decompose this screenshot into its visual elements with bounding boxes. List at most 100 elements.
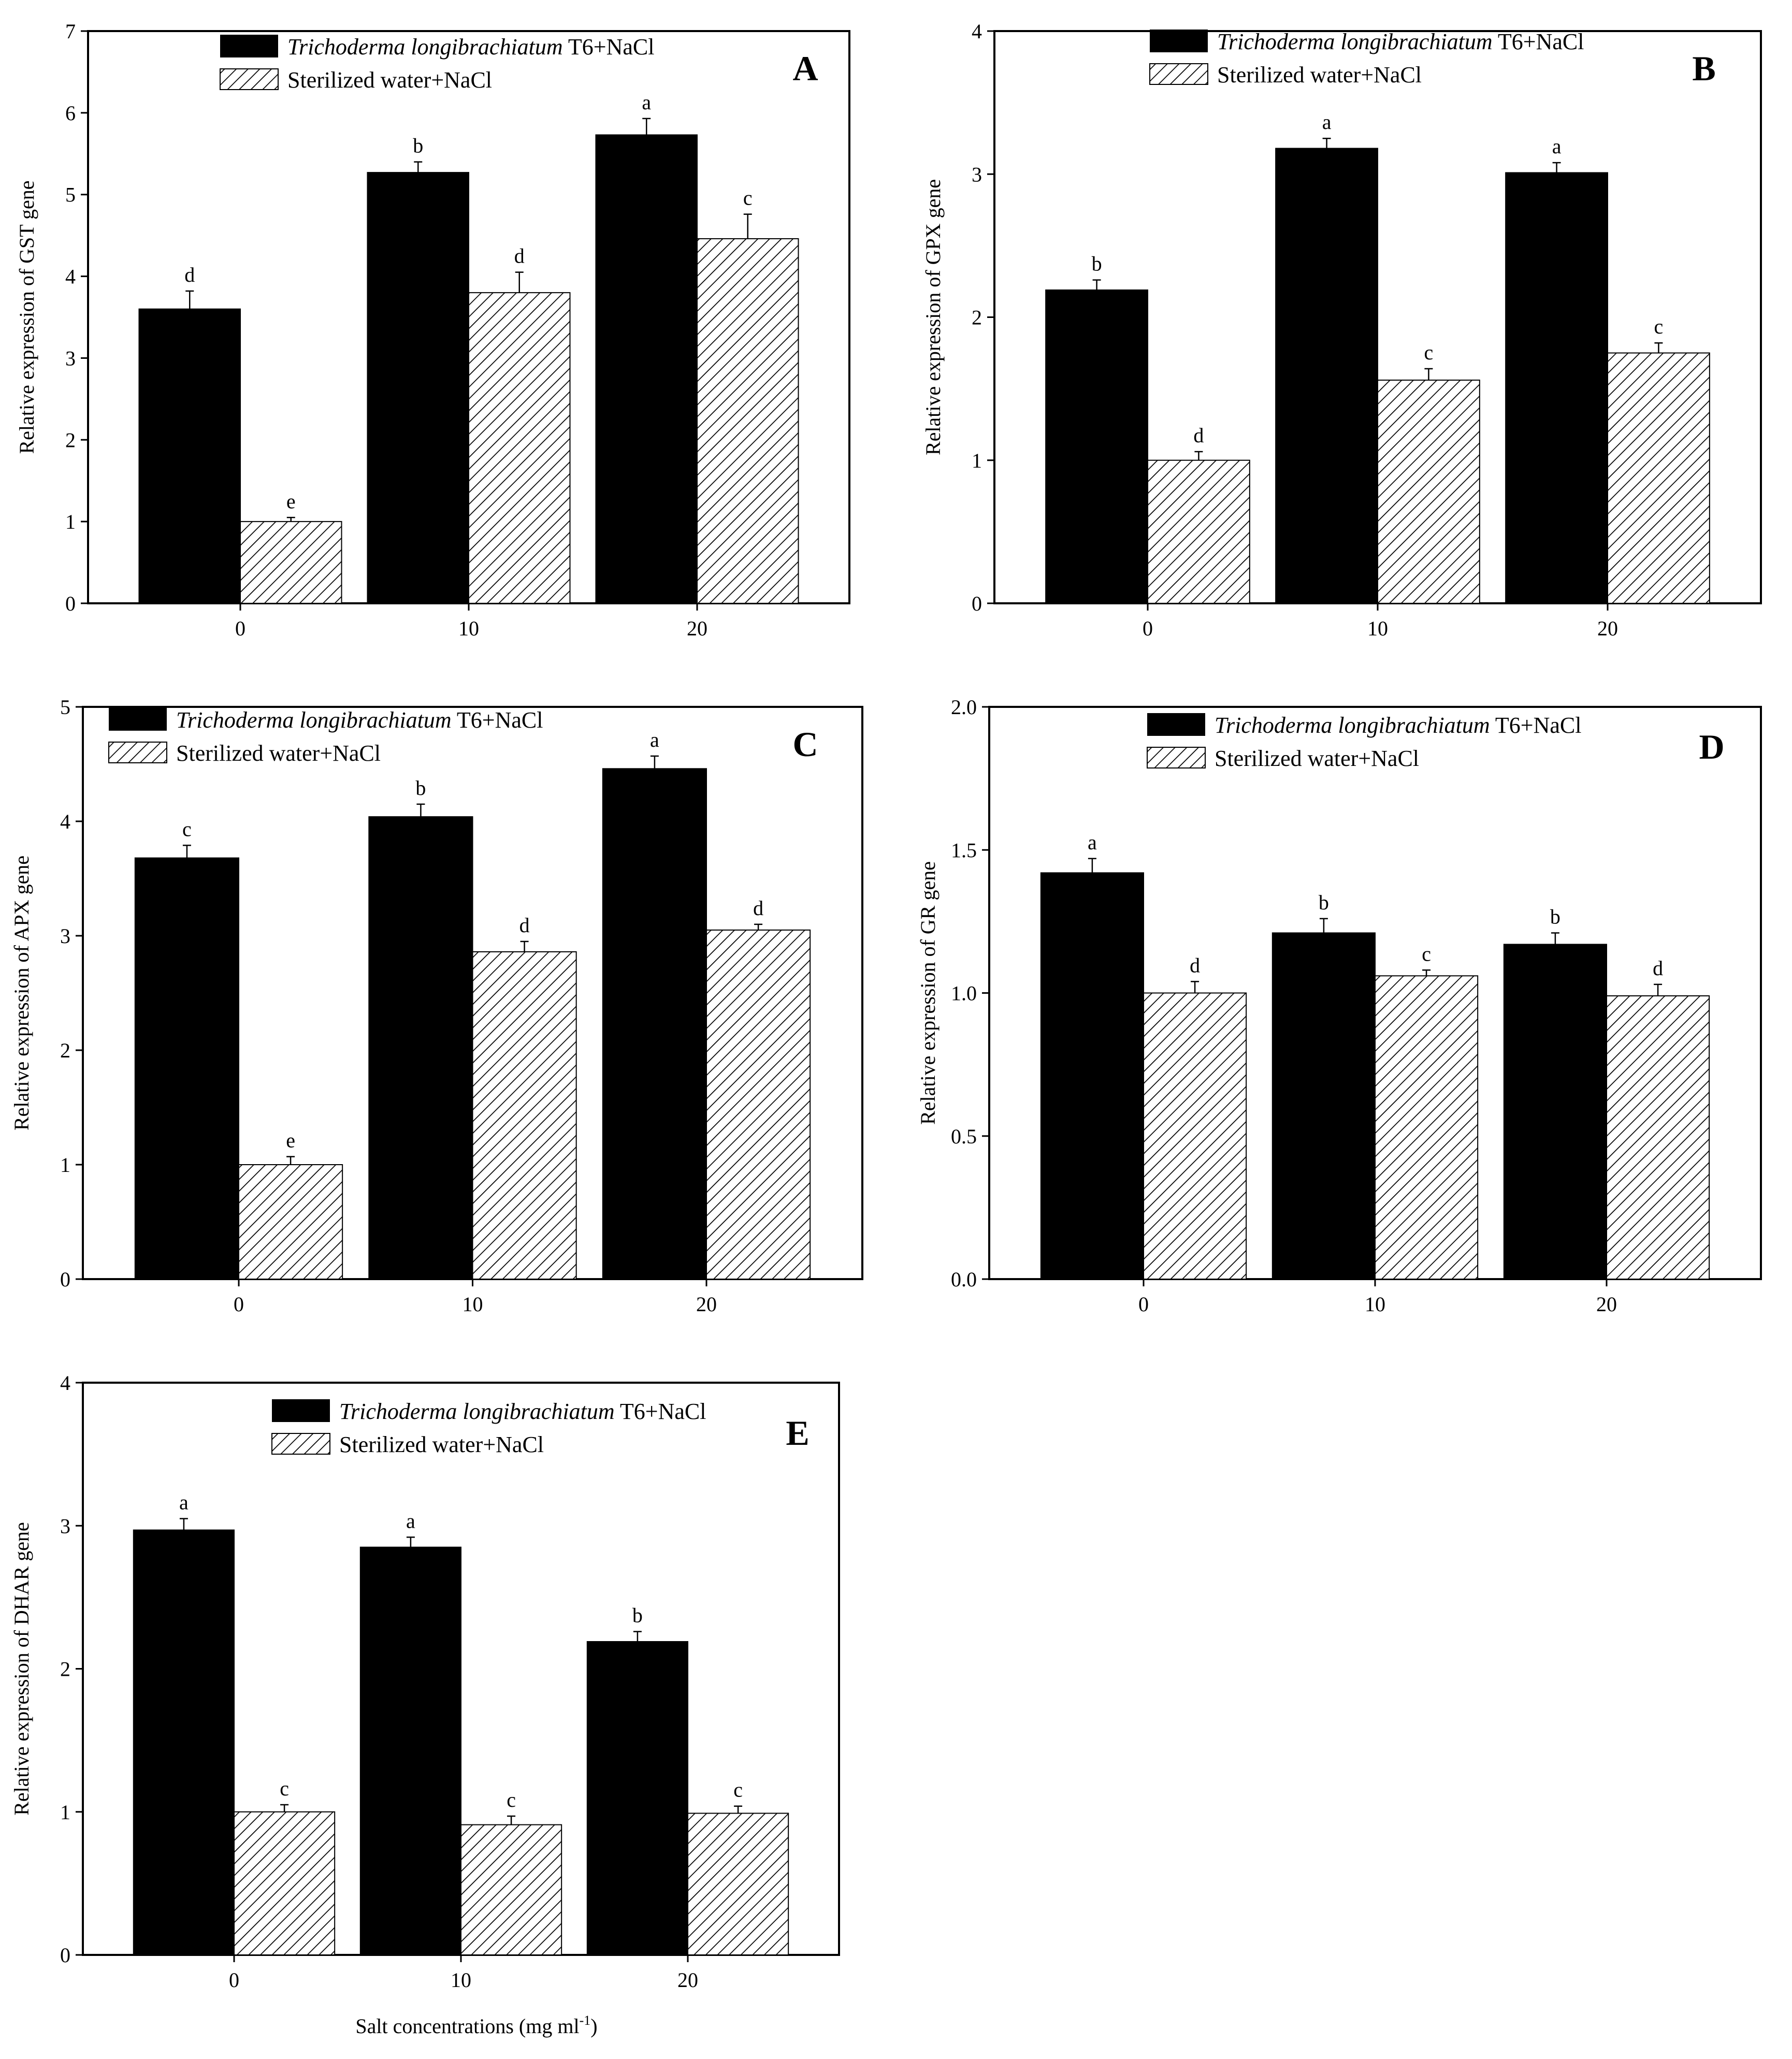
legend-label-sterilized-water: Sterilized water+NaCl (339, 1432, 544, 1457)
bar-sterilized-water (1143, 992, 1247, 1280)
chart-panels: 0 1 2 3 4 5 6 7 Relative expression of GST gene 0… (10, 20, 1762, 1992)
bar-sterilized-water (1147, 459, 1250, 604)
legend: Trichoderma longibrachiatum T6+NaCl Steri… (271, 1399, 706, 1457)
significance-letter: c (507, 1788, 516, 1811)
significance-letter: c (1424, 341, 1434, 364)
significance-letter: c (743, 186, 753, 210)
bar-trichoderma (1275, 148, 1378, 604)
x-tick-label: 20 (1597, 617, 1618, 640)
y-tick-label: 1 (60, 1153, 70, 1177)
bar-trichoderma (133, 1529, 235, 1956)
panel-letter: E (786, 1413, 809, 1453)
y-tick-label: 0 (65, 592, 76, 615)
significance-letter: b (1092, 252, 1102, 276)
bar-trichoderma (1040, 872, 1144, 1280)
bar-trichoderma (368, 816, 473, 1280)
legend: Trichoderma longibrachiatum T6+NaCl Steri… (220, 34, 654, 93)
y-tick-label: 7 (65, 20, 76, 43)
legend-label-trichoderma: Trichoderma longibrachiatum T6+NaCl (1215, 713, 1581, 738)
x-axis-title: Salt concentrations (mg ml-1) (355, 2013, 597, 2038)
bar-sterilized-water (1606, 995, 1710, 1280)
panel-letter: C (792, 724, 818, 764)
x-tick-label: 10 (458, 617, 479, 640)
legend-label-sterilized-water: Sterilized water+NaCl (1215, 746, 1419, 771)
bar-trichoderma (367, 172, 469, 604)
legend-swatch-trichoderma (1147, 713, 1205, 736)
significance-letter: e (286, 489, 296, 513)
legend-label-trichoderma: Trichoderma longibrachiatum T6+NaCl (339, 1399, 706, 1424)
y-tick-label: 2 (60, 1039, 70, 1062)
bar-sterilized-water (1377, 380, 1480, 604)
bar-sterilized-water (238, 1164, 343, 1280)
y-tick-label: 2 (972, 306, 982, 329)
y-tick-label: 3 (972, 163, 982, 186)
x-tick-label: 0 (1143, 617, 1153, 640)
x-tick-label: 20 (677, 1968, 698, 1992)
significance-letter: b (632, 1604, 643, 1627)
y-tick-label: 4 (60, 1371, 70, 1395)
panel-letter: D (1699, 727, 1724, 766)
y-tick-label: 1 (972, 449, 982, 472)
bar-trichoderma (1505, 172, 1608, 604)
bar-sterilized-water (706, 929, 811, 1280)
bar-trichoderma (134, 857, 239, 1280)
y-tick-label: 2 (60, 1658, 70, 1681)
legend-swatch-sterilized-water (1149, 63, 1208, 85)
y-tick-label: 3 (60, 924, 70, 948)
significance-letter: a (1552, 135, 1562, 158)
x-tick-label: 20 (1596, 1293, 1617, 1316)
panel-letter: B (1692, 49, 1715, 88)
legend: Trichoderma longibrachiatum T6+NaCl Steri… (1147, 713, 1581, 771)
y-tick-label: 6 (65, 102, 76, 125)
y-tick-label: 0 (972, 592, 982, 615)
bar-trichoderma (595, 134, 698, 604)
significance-letter: c (182, 817, 192, 840)
significance-letter: d (514, 244, 525, 268)
significance-letter: c (1422, 942, 1431, 965)
x-tick-label: 20 (687, 617, 707, 640)
bar-sterilized-water (697, 238, 799, 604)
significance-letter: b (1550, 905, 1560, 928)
significance-letter: d (1190, 953, 1200, 977)
y-tick-label: 1.0 (951, 982, 977, 1005)
significance-letter: d (1653, 956, 1663, 980)
significance-letter: d (184, 263, 195, 286)
x-tick-label: 0 (1138, 1293, 1149, 1316)
y-axis-title: Relative expression of GST gene (15, 180, 38, 454)
y-axis-title: Relative expression of DHAR gene (10, 1522, 33, 1816)
bar-sterilized-water (468, 292, 571, 604)
significance-letter: b (413, 134, 423, 157)
significance-letter: a (179, 1490, 189, 1514)
significance-letter: a (406, 1509, 415, 1532)
x-tick-label: 0 (229, 1968, 239, 1992)
x-tick-label: 10 (1365, 1293, 1385, 1316)
y-tick-label: 0 (60, 1944, 70, 1967)
bar-trichoderma (138, 308, 241, 604)
x-tick-label: 0 (235, 617, 245, 640)
bar-trichoderma (1271, 932, 1376, 1280)
legend-label-trichoderma: Trichoderma longibrachiatum T6+NaCl (176, 707, 543, 733)
y-axis-title: Relative expression of GR gene (916, 861, 940, 1125)
bar-trichoderma (602, 768, 707, 1280)
y-tick-label: 4 (65, 265, 76, 288)
chart-panel-d: 0.0 0.5 1.0 1.5 2.0 Relative expression of GR… (916, 695, 1762, 1316)
legend-swatch-trichoderma (109, 708, 167, 731)
bar-sterilized-water (240, 521, 342, 604)
y-tick-label: 1 (65, 510, 76, 533)
significance-letter: d (1193, 424, 1204, 447)
bar-sterilized-water (472, 951, 577, 1280)
bar-trichoderma (359, 1546, 461, 1955)
y-tick-label: 5 (65, 183, 76, 207)
significance-letter: d (753, 896, 763, 920)
legend-label-sterilized-water: Sterilized water+NaCl (176, 741, 381, 766)
significance-letter: a (1322, 110, 1332, 134)
bar-sterilized-water (460, 1824, 562, 1956)
y-tick-label: 2 (65, 428, 76, 452)
x-tick-label: 10 (1367, 617, 1388, 640)
legend-swatch-sterilized-water (108, 742, 167, 763)
legend-swatch-trichoderma (272, 1399, 330, 1422)
significance-letter: a (642, 91, 651, 114)
significance-letter: c (280, 1777, 289, 1800)
x-tick-label: 10 (463, 1293, 483, 1316)
